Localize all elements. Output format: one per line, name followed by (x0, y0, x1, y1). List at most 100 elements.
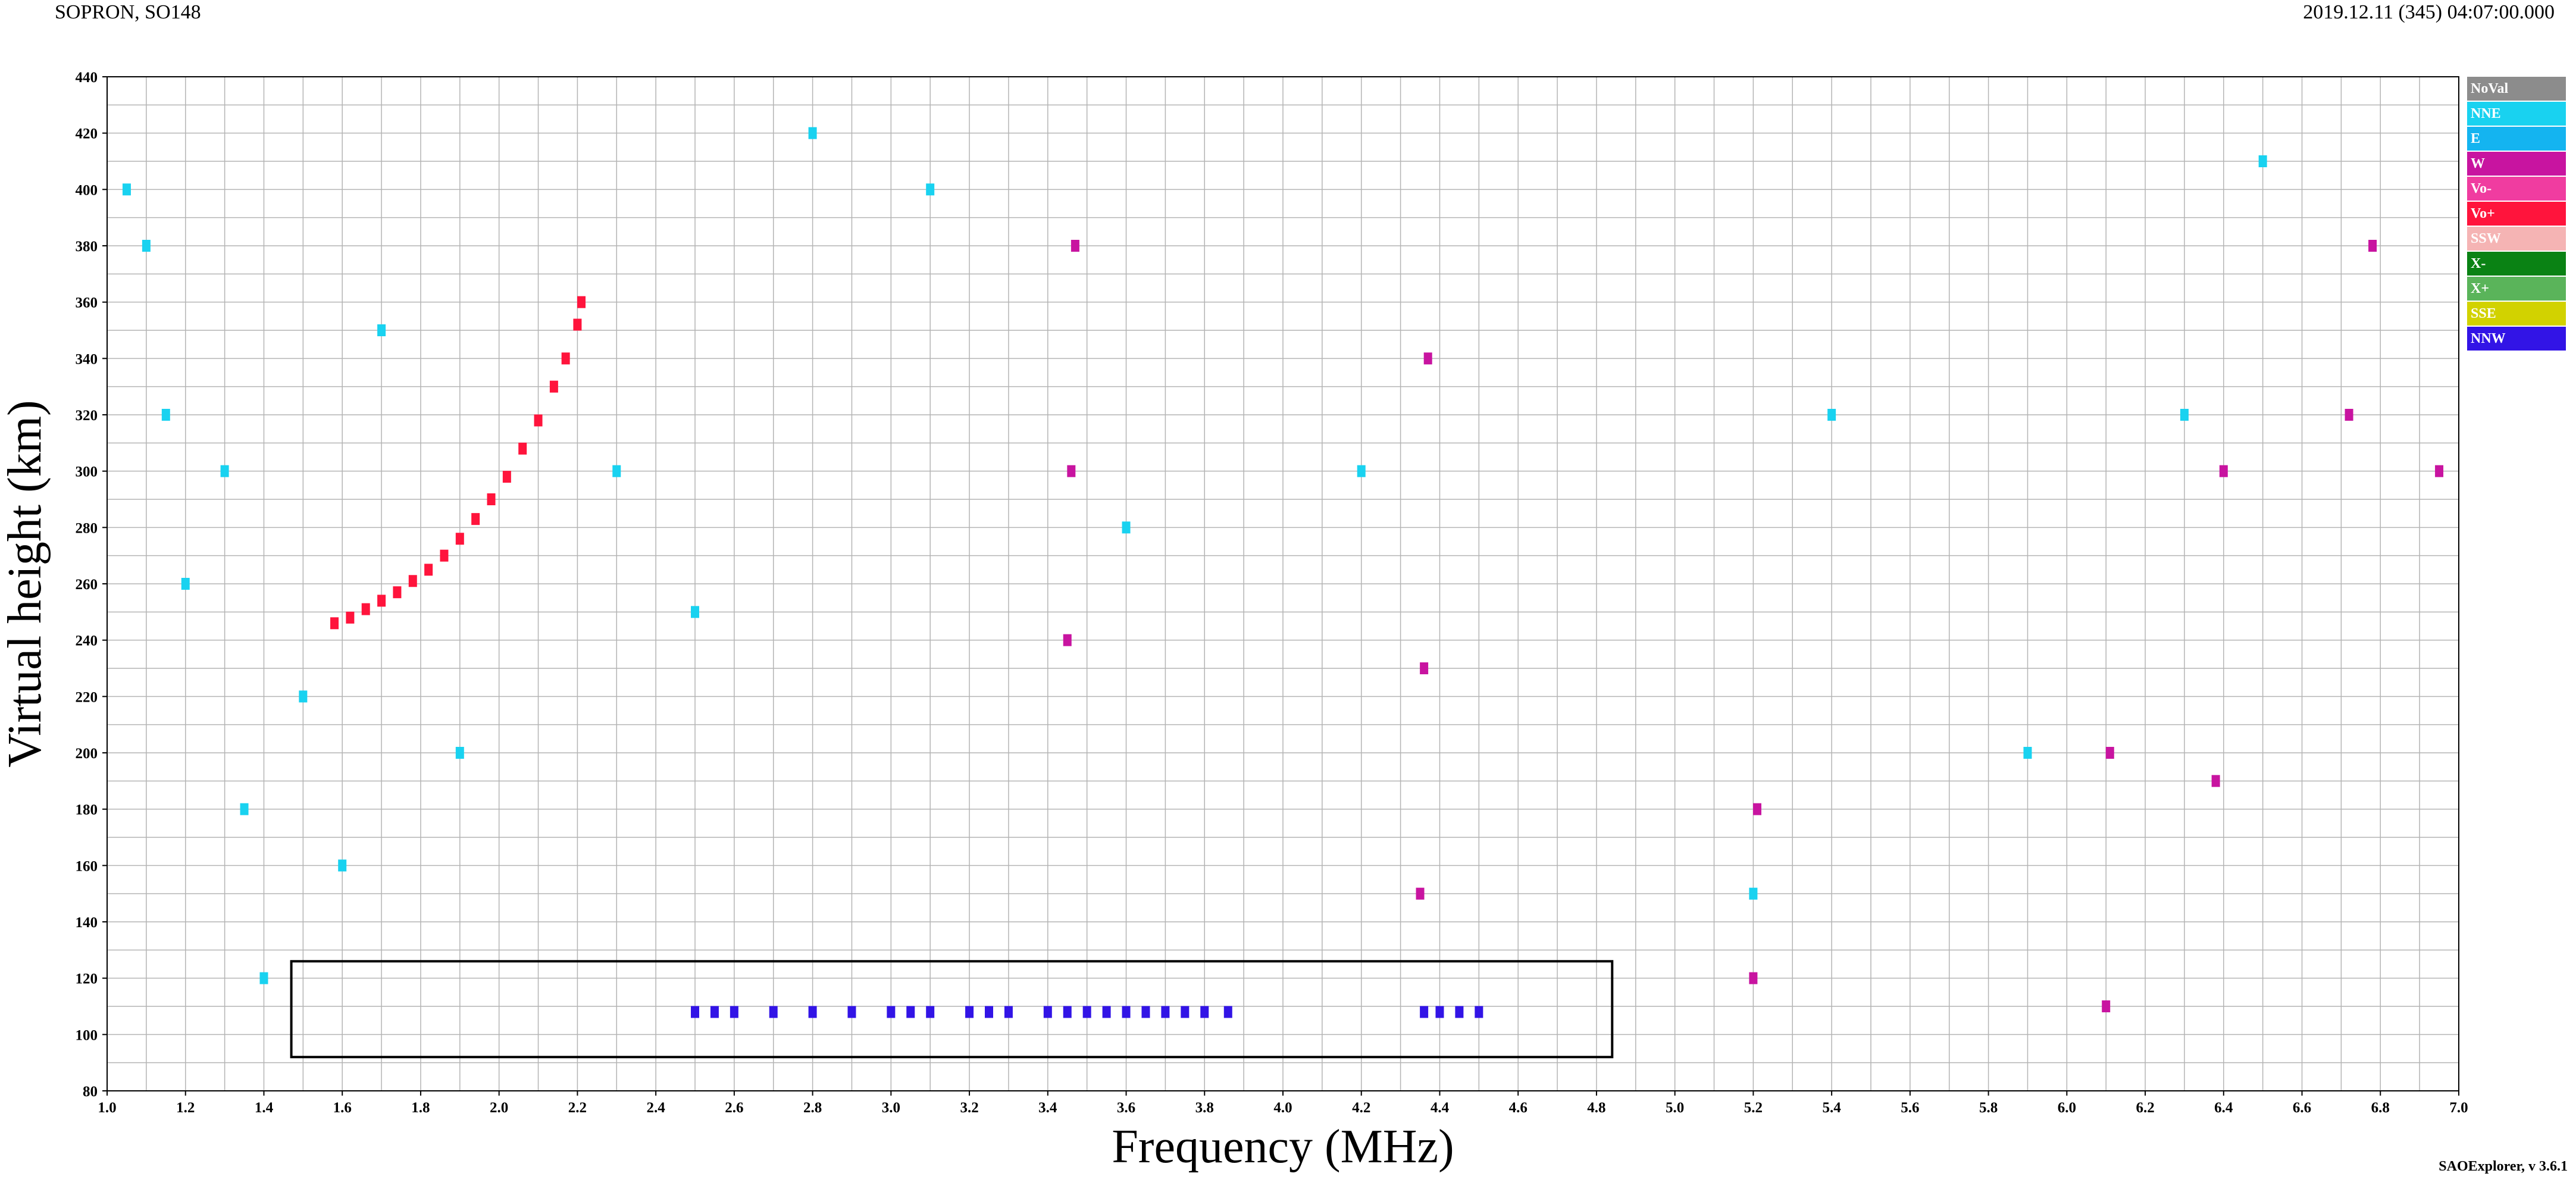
version-label: SAOExplorer, v 3.6.1 (2439, 1159, 2568, 1174)
echo-point (1423, 352, 1432, 365)
echo-point (1043, 1006, 1052, 1018)
echo-point (1063, 1006, 1072, 1018)
x-tick-label: 6.6 (2293, 1100, 2311, 1116)
y-tick-label: 120 (76, 971, 98, 987)
echo-point (2435, 465, 2444, 477)
station-label: SOPRON, SO148 (55, 1, 201, 23)
es-region-box (290, 960, 1614, 1059)
y-tick-label: 200 (76, 746, 98, 762)
x-tick-label: 4.6 (1509, 1100, 1528, 1116)
x-tick-label: 5.2 (1744, 1100, 1763, 1116)
echo-point (122, 183, 131, 196)
echo-point (808, 127, 817, 139)
echo-point (455, 747, 464, 759)
echo-point (965, 1006, 974, 1018)
timestamp-label: 2019.12.11 (345) 04:07:00.000 (2303, 1, 2555, 23)
echo-point (2211, 775, 2220, 787)
x-axis-ticks: 1.0 1.2 1.4 1.6 1.8 2.0 2.2 2.4 2.6 2.8 3.0 3.2 3.4 3… (98, 1091, 2468, 1116)
echo-point (730, 1006, 738, 1018)
echo-point (2102, 1000, 2111, 1012)
legend-item-vo-: Vo+ (2467, 202, 2566, 226)
annotations (290, 960, 1614, 1059)
x-tick-label: 5.8 (1979, 1100, 1998, 1116)
x-tick-label: 1.0 (98, 1100, 116, 1116)
echo-point (338, 859, 347, 872)
x-tick-label: 3.4 (1038, 1100, 1057, 1116)
echo-point (1420, 1006, 1429, 1018)
echo-point (142, 240, 151, 252)
echo-point (1357, 465, 1366, 477)
echo-point (808, 1006, 817, 1018)
echo-point (220, 465, 229, 477)
echo-point (2180, 409, 2189, 421)
echo-point (377, 324, 386, 336)
x-tick-label: 4.0 (1273, 1100, 1292, 1116)
echo-point (161, 409, 170, 421)
echo-point (1223, 1006, 1232, 1018)
x-tick-label: 1.2 (176, 1100, 195, 1116)
echo-point (330, 617, 339, 630)
echo-point (1749, 887, 1758, 900)
x-tick-label: 2.6 (725, 1100, 743, 1116)
grid-lines (107, 76, 2459, 1091)
y-tick-label: 300 (76, 464, 98, 480)
echo-point (393, 586, 402, 599)
echo-point (1435, 1006, 1444, 1018)
legend-item-ssw: SSW (2467, 227, 2566, 251)
echo-point (2345, 409, 2353, 421)
echo-point (2368, 240, 2377, 252)
echo-point (346, 611, 355, 624)
echo-point (361, 603, 370, 615)
echo-point (240, 803, 249, 815)
echo-point (561, 352, 570, 365)
legend-item-nnw: NNW (2467, 327, 2566, 351)
x-tick-label: 4.2 (1352, 1100, 1370, 1116)
echo-point (1161, 1006, 1170, 1018)
echo-point (2105, 747, 2114, 759)
x-tick-label: 3.2 (960, 1100, 978, 1116)
y-tick-label: 160 (76, 858, 98, 874)
x-tick-label: 1.6 (333, 1100, 352, 1116)
y-tick-label: 140 (76, 915, 98, 931)
echo-point (577, 296, 586, 308)
y-tick-label: 400 (76, 182, 98, 198)
legend: NoVal NNE E W Vo- Vo+ SSW X- X+ SSE NNW (2467, 77, 2566, 352)
x-tick-label: 2.0 (490, 1100, 508, 1116)
echo-point (1067, 465, 1076, 477)
echo-point (487, 493, 496, 505)
echo-point (1071, 240, 1079, 252)
echo-point (691, 1006, 699, 1018)
echo-point (299, 690, 308, 703)
echo-point (534, 414, 543, 427)
x-tick-label: 6.2 (2136, 1100, 2154, 1116)
legend-item-x-: X+ (2467, 277, 2566, 301)
x-tick-label: 7.0 (2449, 1100, 2468, 1116)
x-tick-label: 5.0 (1666, 1100, 1684, 1116)
echo-point (471, 513, 480, 525)
echo-point (926, 1006, 935, 1018)
echo-point (549, 380, 558, 393)
echo-point (502, 471, 511, 483)
echo-point (612, 465, 621, 477)
echo-point (769, 1006, 778, 1018)
echo-point (1122, 521, 1131, 534)
echo-point (887, 1006, 896, 1018)
x-tick-label: 2.2 (568, 1100, 587, 1116)
echo-point (440, 549, 449, 562)
x-tick-label: 2.4 (647, 1100, 666, 1116)
echo-point (1200, 1006, 1209, 1018)
y-tick-label: 340 (76, 351, 98, 367)
echo-point (259, 972, 268, 984)
echo-point (1102, 1006, 1111, 1018)
echo-point (1141, 1006, 1150, 1018)
echo-point (377, 595, 386, 607)
echo-point (1063, 634, 1072, 646)
x-tick-label: 6.0 (2058, 1100, 2076, 1116)
x-tick-label: 4.8 (1587, 1100, 1605, 1116)
x-tick-label: 3.8 (1195, 1100, 1214, 1116)
y-tick-label: 280 (76, 520, 98, 536)
x-tick-label: 1.4 (255, 1100, 274, 1116)
y-tick-label: 420 (76, 126, 98, 142)
echo-point (691, 606, 699, 618)
